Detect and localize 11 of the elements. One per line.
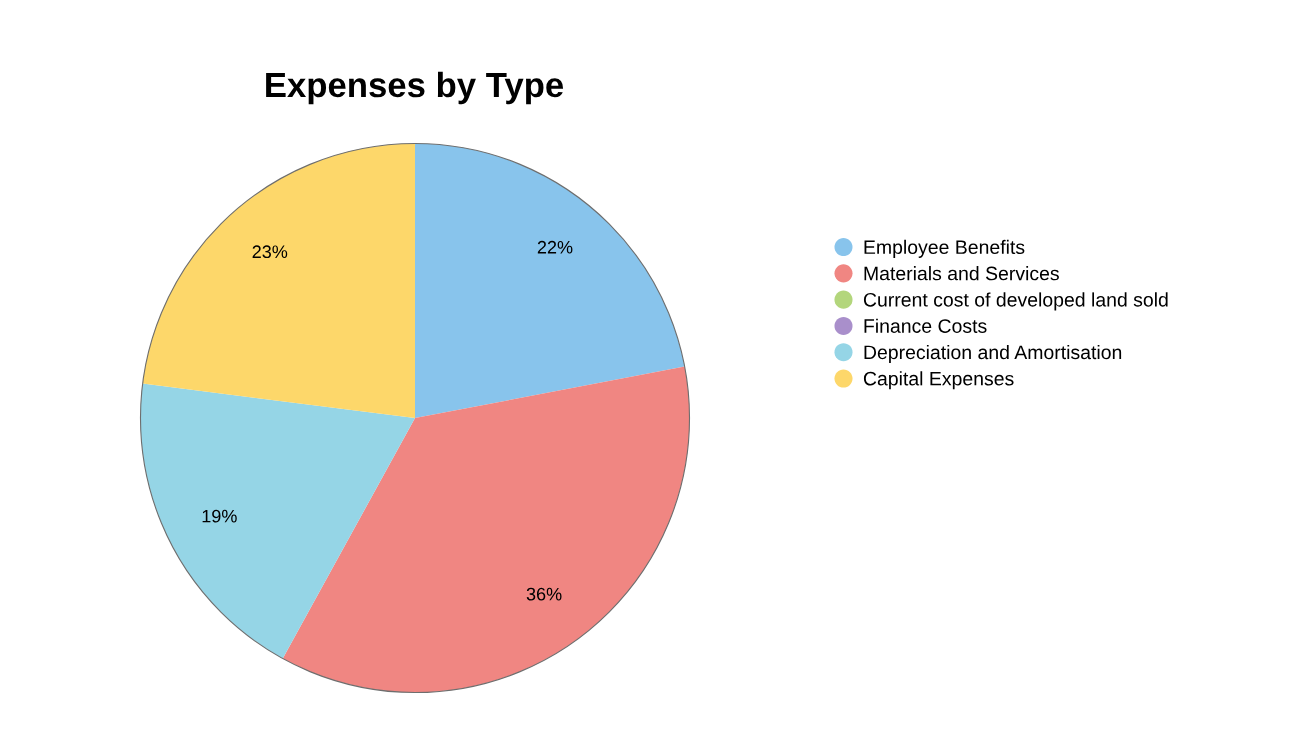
data-label: 23% (252, 245, 288, 259)
legend-label: Depreciation and Amortisation (864, 344, 1122, 364)
data-label: 22% (537, 240, 573, 254)
legend-label: Current cost of developed land sold (863, 292, 1168, 311)
chart-title: Expenses by Type (266, 71, 564, 105)
legend-label: Capital Expenses (863, 371, 1014, 390)
legend-label: Employee Benefits (864, 239, 1025, 258)
legend-label: Finance Costs (864, 318, 987, 333)
data-label: 36% (526, 587, 562, 601)
data-label: 19% (202, 509, 237, 523)
legend-label: Materials and Services (864, 266, 1059, 281)
